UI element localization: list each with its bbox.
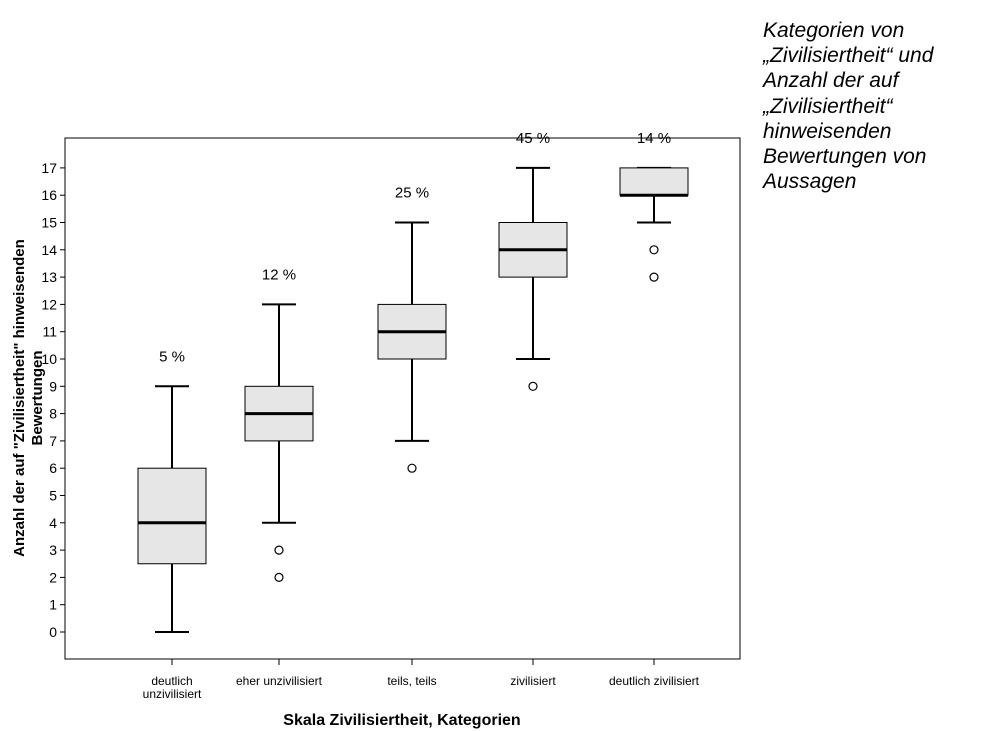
caption-line: „Zivilisiertheit“ [763, 94, 893, 118]
outlier-point [649, 272, 659, 282]
figure-caption: Kategorien von „Zivilisiertheit“ und Anz… [763, 18, 1003, 194]
y-tick-label: 11 [42, 324, 57, 340]
percent-label: 14 % [637, 130, 671, 147]
percent-label: 12 % [262, 266, 296, 283]
y-tick-label: 15 [41, 215, 57, 231]
y-axis-title-line: Anzahl der auf "Zivilisiertheit" hinweis… [11, 239, 28, 557]
iqr-box [137, 467, 207, 565]
y-tick-label: 13 [41, 269, 57, 285]
y-axis-title: Anzahl der auf "Zivilisiertheit" hinweis… [11, 239, 46, 557]
y-tick-label: 0 [49, 624, 57, 640]
y-tick-label: 4 [49, 515, 57, 531]
x-tick-label: eher unzivilisiert [236, 674, 323, 688]
outlier-point [528, 381, 538, 391]
y-tick-label: 14 [41, 242, 57, 258]
caption-line: Aussagen [763, 170, 857, 194]
box-4: 45 % [498, 130, 568, 391]
y-tick-label: 16 [41, 187, 57, 203]
outlier-point [649, 245, 659, 255]
y-tick-label: 10 [41, 351, 57, 367]
x-tick-label: zivilisiert [510, 674, 556, 688]
y-tick-label: 2 [49, 569, 57, 585]
outlier-point [274, 572, 284, 583]
box-2: 12 % [244, 266, 314, 583]
y-tick-label: 6 [49, 460, 57, 476]
x-axis-title: Skala Zivilisiertheit, Kategorien [283, 712, 520, 729]
x-tick-label: deutlich [151, 674, 192, 688]
percent-label: 45 % [516, 130, 550, 147]
plot-frame [64, 137, 741, 660]
caption-line: Kategorien von [763, 19, 905, 42]
y-tick-label: 12 [41, 296, 57, 312]
caption-line: Anzahl der auf [763, 69, 899, 93]
box-series: 5 % 12 % 25 % 45 % 14 % [137, 130, 689, 633]
y-tick-label: 3 [49, 542, 57, 558]
x-tick-label: teils, teils [387, 674, 436, 688]
y-tick-label: 8 [49, 406, 57, 422]
box-1: 5 % [137, 348, 207, 633]
y-tick-label: 7 [49, 433, 57, 449]
caption-line: „Zivilisiertheit“ und [763, 44, 934, 68]
y-tick-label: 17 [41, 160, 57, 176]
box-3: 25 % [377, 185, 447, 473]
caption-line: hinweisenden [763, 119, 892, 143]
caption-line: Bewertungen von [763, 144, 927, 168]
percent-label: 25 % [395, 185, 429, 202]
y-tick-label: 5 [49, 488, 57, 504]
x-tick-label: deutlich zivilisiert [609, 674, 700, 688]
iqr-box [619, 167, 689, 196]
y-tick-label: 9 [49, 378, 57, 394]
outlier-point [407, 463, 417, 473]
y-tick-label: 1 [49, 597, 57, 613]
y-axis-title-line: Bewertungen [29, 350, 46, 445]
percent-label: 5 % [159, 348, 185, 365]
outlier-point [274, 545, 284, 555]
x-tick-label: unzivilisiert [143, 687, 202, 701]
box-5: 14 % [619, 130, 689, 282]
